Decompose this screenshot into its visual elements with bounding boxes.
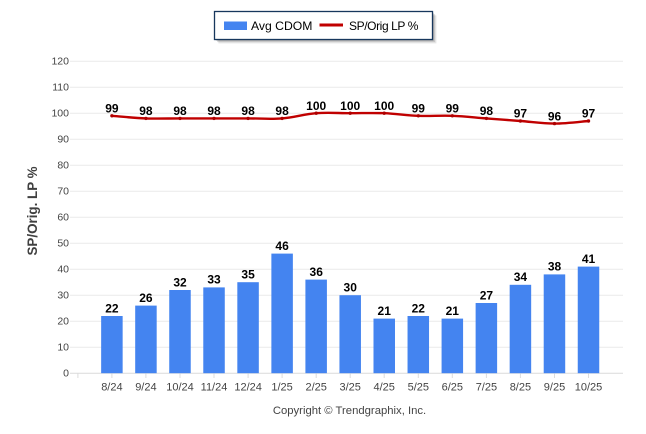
svg-text:8/25: 8/25 — [510, 381, 531, 393]
svg-text:0: 0 — [63, 368, 69, 380]
svg-text:10: 10 — [57, 342, 69, 354]
svg-text:12/24: 12/24 — [234, 381, 262, 393]
svg-text:27: 27 — [480, 288, 494, 302]
svg-text:3/25: 3/25 — [339, 381, 360, 393]
svg-text:9/25: 9/25 — [544, 381, 565, 393]
svg-text:26: 26 — [139, 291, 153, 305]
svg-text:4/25: 4/25 — [373, 381, 394, 393]
svg-text:99: 99 — [446, 102, 460, 116]
svg-text:110: 110 — [52, 82, 69, 94]
svg-text:99: 99 — [412, 102, 426, 116]
svg-text:90: 90 — [57, 134, 69, 146]
svg-text:34: 34 — [514, 270, 528, 284]
svg-text:60: 60 — [57, 212, 69, 224]
svg-text:Copyright © Trendgraphix, Inc.: Copyright © Trendgraphix, Inc. — [273, 405, 426, 417]
svg-text:32: 32 — [173, 275, 187, 289]
svg-text:80: 80 — [57, 160, 69, 172]
svg-text:97: 97 — [582, 107, 596, 121]
svg-text:46: 46 — [275, 239, 289, 253]
svg-text:36: 36 — [310, 265, 324, 279]
svg-text:41: 41 — [582, 252, 596, 266]
svg-text:98: 98 — [275, 104, 289, 118]
svg-text:21: 21 — [378, 304, 392, 318]
svg-text:100: 100 — [374, 99, 394, 113]
svg-text:5/25: 5/25 — [408, 381, 429, 393]
svg-text:10/25: 10/25 — [575, 381, 603, 393]
svg-text:100: 100 — [51, 108, 69, 120]
svg-text:98: 98 — [207, 104, 221, 118]
svg-text:22: 22 — [412, 301, 426, 315]
svg-text:100: 100 — [340, 99, 360, 113]
svg-text:99: 99 — [105, 102, 119, 116]
svg-text:98: 98 — [173, 104, 187, 118]
svg-text:50: 50 — [57, 238, 69, 250]
svg-text:98: 98 — [480, 104, 494, 118]
svg-text:70: 70 — [57, 186, 69, 198]
svg-text:SP/Orig. LP %: SP/Orig. LP % — [25, 166, 40, 255]
svg-text:20: 20 — [57, 316, 69, 328]
svg-text:SP/Orig LP %: SP/Orig LP % — [349, 19, 419, 33]
svg-text:97: 97 — [514, 107, 528, 121]
svg-text:21: 21 — [446, 304, 460, 318]
svg-text:96: 96 — [548, 109, 562, 123]
svg-text:120: 120 — [51, 56, 69, 68]
svg-text:2/25: 2/25 — [305, 381, 326, 393]
svg-text:11/24: 11/24 — [201, 381, 228, 393]
svg-text:22: 22 — [105, 301, 119, 315]
svg-text:Avg CDOM: Avg CDOM — [251, 19, 312, 33]
svg-text:8/24: 8/24 — [101, 381, 122, 393]
svg-text:38: 38 — [548, 260, 562, 274]
svg-text:10/24: 10/24 — [166, 381, 194, 393]
svg-text:6/25: 6/25 — [442, 381, 463, 393]
svg-text:98: 98 — [241, 104, 255, 118]
svg-text:9/24: 9/24 — [135, 381, 156, 393]
svg-text:30: 30 — [344, 281, 358, 295]
svg-text:7/25: 7/25 — [476, 381, 497, 393]
svg-text:33: 33 — [207, 273, 221, 287]
svg-text:30: 30 — [57, 290, 69, 302]
svg-text:98: 98 — [139, 104, 153, 118]
svg-text:100: 100 — [306, 99, 326, 113]
svg-text:1/25: 1/25 — [271, 381, 292, 393]
svg-text:35: 35 — [241, 268, 255, 282]
svg-text:40: 40 — [57, 264, 69, 276]
